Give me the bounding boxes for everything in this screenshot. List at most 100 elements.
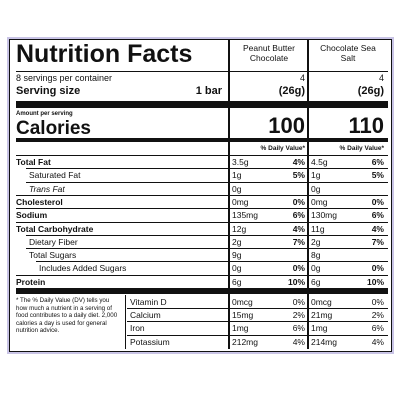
title: Nutrition Facts [16, 40, 193, 68]
column-name: Peanut Butter Chocolate [243, 43, 295, 63]
nutrient-daily-value: 7% [292, 236, 305, 247]
vitamin-daily-value: 6% [292, 323, 305, 334]
nutrient-label: Total Carbohydrate [16, 223, 94, 234]
nutrient-amount: 0g [311, 183, 321, 194]
nutrient-label: Dietary Fiber [29, 236, 78, 247]
nutrient-label: Protein [16, 276, 46, 287]
nutrient-amount: 130mg [311, 210, 337, 221]
column-divider [228, 40, 230, 349]
nutrient-amount: 4.5g [311, 157, 328, 167]
nutrient-daily-value: 0% [292, 263, 305, 274]
nutrient-daily-value: 5% [292, 170, 305, 181]
vitamin-amount: 212mg [232, 336, 258, 347]
nutrient-daily-value: 0% [371, 263, 384, 274]
serving-size-label: Serving size [16, 85, 81, 97]
vitamin-daily-value: 0% [292, 297, 305, 307]
column-name: Chocolate Sea Salt [320, 43, 376, 63]
vitamin-daily-value: 4% [292, 336, 305, 347]
nutrient-amount: 135mg [232, 210, 258, 221]
nutrient-daily-value: 4% [371, 223, 384, 234]
vitamin-daily-value: 2% [292, 310, 305, 321]
footnote-divider [125, 295, 126, 349]
nutrient-amount: 0mg [311, 196, 328, 207]
vitamin-label: Calcium [130, 310, 161, 321]
column-calories: 110 [348, 113, 385, 138]
nutrient-amount: 1g [311, 170, 321, 181]
column-servings: 4 [299, 73, 305, 83]
nutrient-amount: 6g [232, 276, 242, 287]
vitamin-daily-value: 2% [371, 310, 384, 321]
row-rule [36, 261, 388, 263]
nutrient-daily-value: 0% [371, 196, 384, 207]
nutrient-amount: 3.5g [232, 157, 249, 167]
vitamin-daily-value: 4% [371, 336, 384, 347]
column-calories: 100 [268, 113, 305, 138]
row-rule [127, 334, 388, 336]
nutrient-label: Saturated Fat [29, 170, 81, 181]
vitamin-amount: 0mcg [311, 297, 332, 307]
header-rule [16, 71, 388, 72]
vitamin-amount: 1mg [311, 323, 328, 334]
nutrient-label: Trans Fat [29, 183, 65, 194]
daily-value-header: % Daily Value* [339, 145, 384, 152]
nutrient-label: Cholesterol [16, 196, 63, 207]
column-serving-size: (26g) [278, 85, 305, 97]
column-divider [307, 40, 309, 349]
nutrient-label: Total Fat [16, 157, 51, 167]
nutrient-daily-value: 4% [292, 223, 305, 234]
nutrient-amount: 8g [311, 250, 321, 261]
vitamin-daily-value: 6% [371, 323, 384, 334]
servings: 8 servings per container [16, 73, 113, 83]
nutrient-amount: 12g [232, 223, 247, 234]
thick-rule [16, 101, 388, 108]
row-rule [26, 168, 388, 170]
row-rule [127, 308, 388, 309]
row-rule [16, 208, 388, 209]
vitamin-label: Potassium [130, 336, 170, 347]
nutrient-amount: 2g [311, 236, 321, 247]
nutrient-daily-value: 4% [292, 157, 305, 167]
calories-label: Calories [16, 118, 91, 139]
nutrient-amount: 2g [232, 236, 242, 247]
amount-per-serving: Amount per serving [16, 111, 73, 117]
row-rule [16, 155, 388, 156]
row-rule [16, 221, 388, 223]
column-serving-size: (26g) [357, 85, 384, 97]
row-rule [26, 248, 388, 249]
nutrient-amount: 11g [311, 223, 325, 234]
vitamin-label: Iron [130, 323, 145, 334]
nutrient-amount: 0g [311, 263, 321, 274]
vitamin-amount: 15mg [232, 310, 254, 321]
vitamin-label: Vitamin D [130, 297, 167, 307]
nutrient-amount: 1g [232, 170, 242, 181]
vitamin-amount: 1mg [232, 323, 249, 334]
nutrient-amount: 9g [232, 250, 242, 261]
nutrient-daily-value: 6% [371, 157, 384, 167]
footnote: * The % Daily Value (DV) tells you how m… [16, 297, 118, 335]
nutrient-daily-value: 7% [371, 236, 384, 247]
thick-rule [16, 288, 388, 294]
vitamin-amount: 214mg [311, 336, 337, 347]
row-rule [127, 321, 388, 323]
nutrient-label: Includes Added Sugars [39, 263, 127, 274]
nutrient-daily-value: 6% [371, 210, 384, 221]
vitamin-daily-value: 0% [371, 297, 384, 307]
nutrient-daily-value: 5% [371, 170, 384, 181]
nutrient-label: Total Sugars [29, 250, 77, 261]
nutrient-daily-value: 6% [292, 210, 305, 221]
nutrient-daily-value: 10% [287, 276, 305, 287]
nutrient-amount: 0mg [232, 196, 249, 207]
nutrient-daily-value: 10% [366, 276, 384, 287]
nutrient-amount: 6g [311, 276, 321, 287]
row-rule [16, 274, 388, 276]
nutrient-amount: 0g [232, 263, 242, 274]
nutrient-daily-value: 0% [292, 196, 305, 207]
nutrient-amount: 0g [232, 183, 242, 194]
row-rule [26, 181, 388, 183]
row-rule [16, 194, 388, 196]
vitamin-amount: 21mg [311, 310, 333, 321]
serving-size: 1 bar [195, 85, 222, 97]
row-rule [26, 234, 388, 236]
